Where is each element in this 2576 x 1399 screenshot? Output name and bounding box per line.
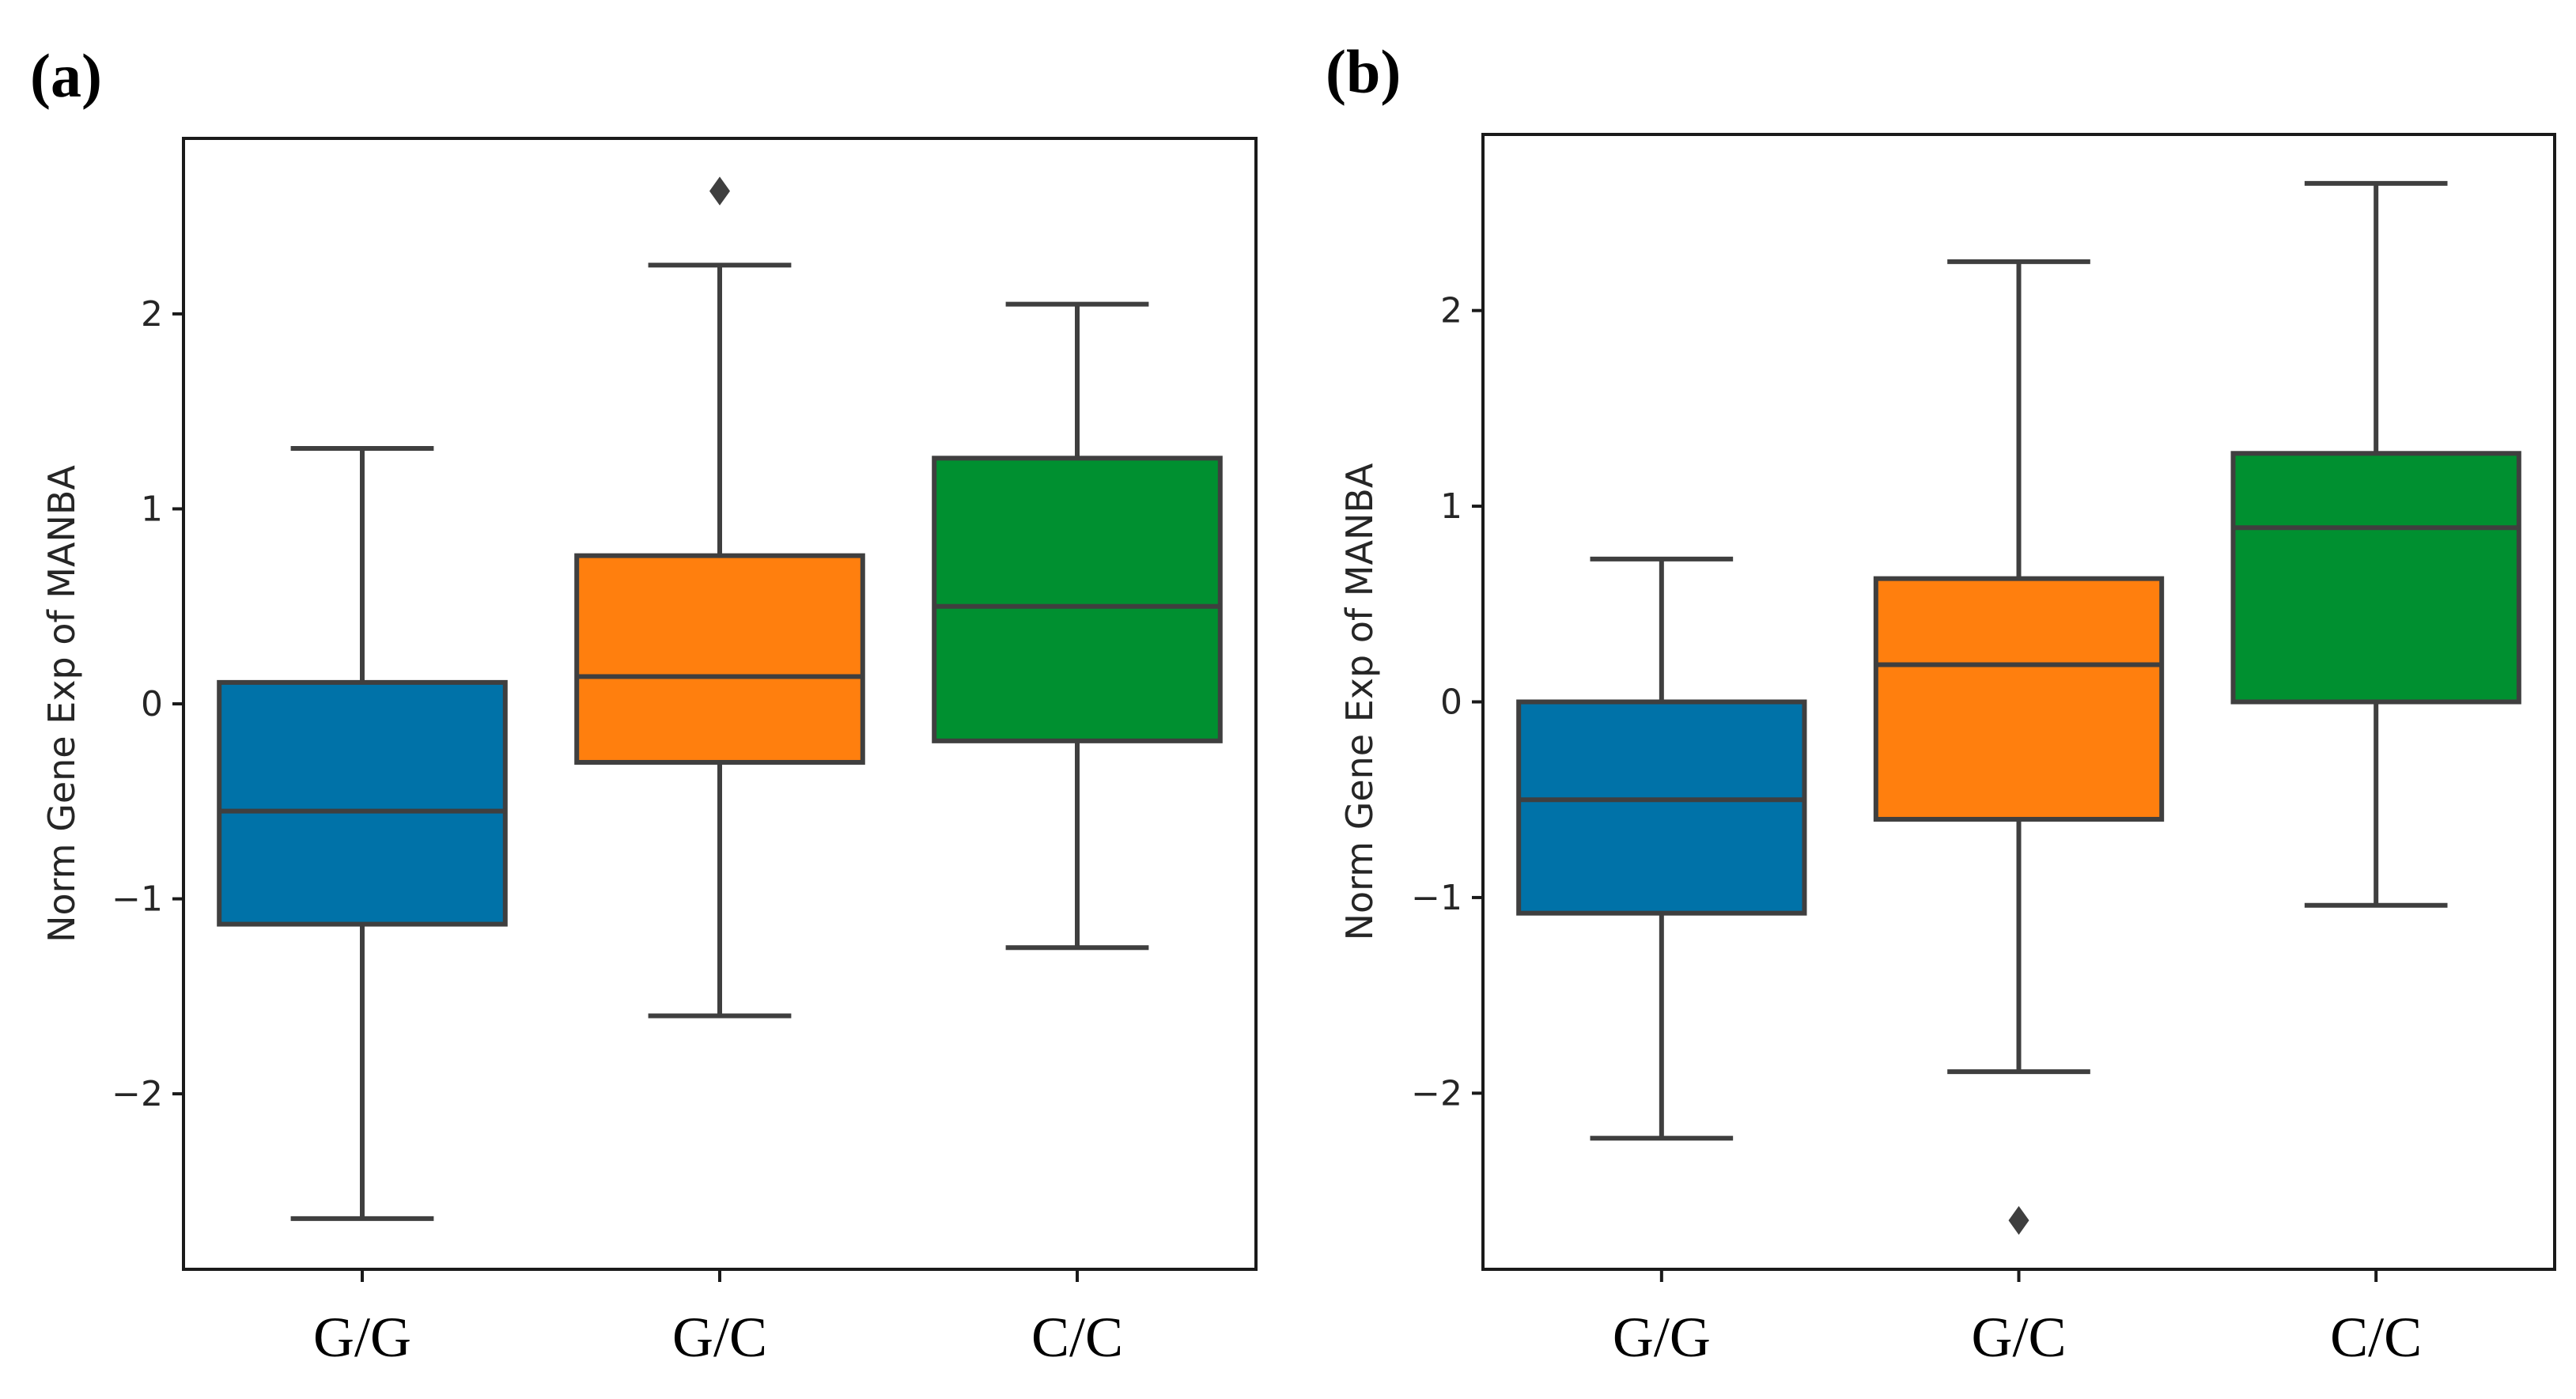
y-tick-label: 1 <box>1440 486 1462 527</box>
box-group-g-g <box>1516 556 1807 1141</box>
panel-label: (a) <box>30 41 102 110</box>
x-tick-label: G/C <box>1971 1306 2066 1369</box>
x-tick-label: G/G <box>1613 1306 1711 1369</box>
y-tick-label: 1 <box>141 489 163 529</box>
box-c-c <box>2230 451 2521 705</box>
y-tick-label: 0 <box>141 684 163 724</box>
x-tick-label: C/C <box>1031 1306 1123 1369</box>
box-g-g <box>1516 699 1807 916</box>
x-tick-label: G/C <box>672 1306 767 1369</box>
y-tick-label: −1 <box>1411 878 1462 918</box>
outlier-point <box>2008 1205 2029 1235</box>
y-axis-label: Norm Gene Exp of MANBA <box>1338 463 1381 940</box>
x-tick-label: G/G <box>313 1306 411 1369</box>
box-group-c-c <box>2230 180 2521 908</box>
panel-a: (a) Norm Gene Exp of MANBA −2 −1 0 1 2 G/G G/C C/… <box>30 41 1258 1369</box>
panel-b: (b) Norm Gene Exp of MANBA −2 −1 0 1 2 G/G G/C C/… <box>1326 37 2556 1369</box>
box-group-c-c <box>932 301 1223 951</box>
y-tick-label: −1 <box>112 879 163 920</box>
y-axis-label: Norm Gene Exp of MANBA <box>40 465 83 943</box>
box-g-c <box>1873 576 2165 822</box>
box-c-c <box>932 456 1223 743</box>
box-g-c <box>574 553 865 765</box>
box-group-g-c <box>1873 259 2165 1235</box>
y-tick-label: 2 <box>1440 291 1462 331</box>
y-tick-label: 2 <box>141 294 163 335</box>
panel-label: (b) <box>1326 37 1401 106</box>
x-tick-label: C/C <box>2330 1306 2422 1369</box>
box-group-g-c <box>574 176 865 1019</box>
y-tick-label: −2 <box>1411 1073 1462 1114</box>
y-tick-label: −2 <box>112 1074 163 1114</box>
box-g-g <box>217 679 508 927</box>
box-group-g-g <box>217 446 508 1221</box>
y-tick-label: 0 <box>1440 682 1462 723</box>
outlier-point <box>709 176 730 206</box>
